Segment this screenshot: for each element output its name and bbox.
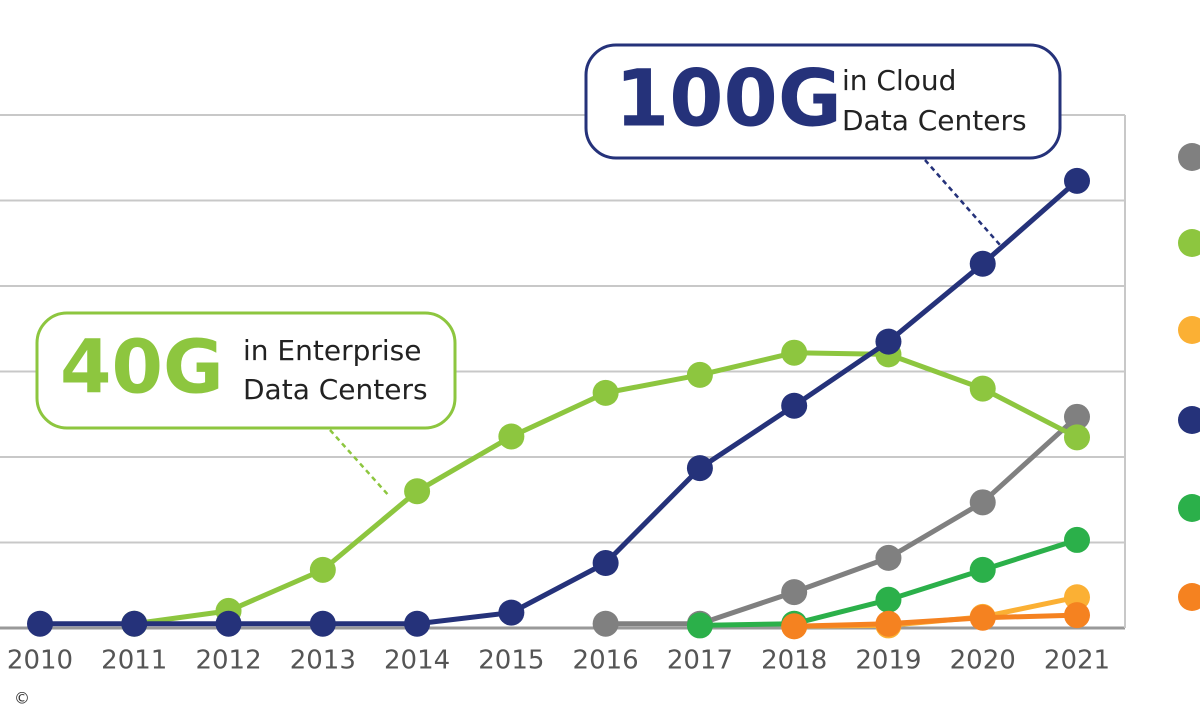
legend-marker bbox=[1178, 316, 1200, 344]
x-tick-label: 2019 bbox=[855, 646, 921, 676]
point bbox=[592, 379, 619, 406]
point bbox=[121, 610, 148, 637]
point bbox=[309, 556, 336, 583]
point bbox=[1064, 424, 1090, 451]
x-tick-label: 2016 bbox=[573, 646, 639, 676]
x-tick-label: 2012 bbox=[195, 646, 261, 676]
legend-marker bbox=[1178, 406, 1200, 434]
point bbox=[404, 478, 431, 505]
point bbox=[1064, 167, 1090, 194]
point bbox=[781, 392, 808, 419]
legend-marker bbox=[1178, 143, 1200, 171]
point bbox=[875, 544, 902, 571]
x-tick-label: 2014 bbox=[384, 646, 450, 676]
series-line bbox=[40, 178, 1079, 627]
callout-small: in Cloud bbox=[842, 64, 956, 97]
point bbox=[215, 610, 242, 637]
point bbox=[686, 612, 713, 639]
legend-marker bbox=[1178, 229, 1200, 257]
point bbox=[1064, 602, 1090, 629]
point bbox=[969, 489, 996, 516]
legend-marker bbox=[1178, 494, 1200, 522]
point bbox=[969, 556, 996, 583]
point bbox=[969, 604, 996, 631]
x-tick-label: 2020 bbox=[950, 646, 1016, 676]
x-tick-label: 2018 bbox=[761, 646, 827, 676]
point bbox=[781, 579, 808, 606]
x-tick-label: 2017 bbox=[667, 646, 733, 676]
point bbox=[1064, 403, 1090, 430]
point bbox=[27, 610, 53, 637]
series-line bbox=[605, 414, 1079, 627]
point bbox=[592, 610, 619, 637]
callout-big: 40G bbox=[60, 325, 224, 411]
x-tick-label: 2021 bbox=[1044, 646, 1110, 676]
point bbox=[875, 586, 902, 613]
callout-small: Data Centers bbox=[243, 373, 428, 406]
point bbox=[781, 613, 808, 640]
x-tick-label: 2011 bbox=[101, 646, 167, 676]
legend-marker bbox=[1178, 583, 1200, 611]
point bbox=[1064, 584, 1090, 611]
point bbox=[686, 361, 713, 388]
callout-big: 100G bbox=[615, 54, 842, 144]
x-tick-label: 2010 bbox=[7, 646, 73, 676]
callout-leader bbox=[329, 429, 391, 498]
point bbox=[498, 599, 525, 626]
callout-small: Data Centers bbox=[842, 104, 1027, 137]
callout-box bbox=[35, 311, 457, 430]
x-tick-label: 2013 bbox=[290, 646, 356, 676]
point bbox=[404, 610, 431, 637]
point bbox=[686, 455, 713, 482]
callout-box bbox=[584, 43, 1062, 160]
copyright: © bbox=[14, 689, 30, 708]
callout-small: in Enterprise bbox=[243, 334, 421, 367]
point bbox=[498, 423, 525, 450]
point bbox=[875, 328, 902, 355]
point bbox=[309, 610, 336, 637]
point bbox=[592, 550, 619, 577]
series-line bbox=[794, 612, 1078, 629]
point bbox=[781, 339, 808, 366]
point bbox=[1064, 526, 1090, 553]
callout-leader bbox=[924, 159, 1001, 246]
point bbox=[969, 375, 996, 402]
point bbox=[969, 250, 996, 277]
x-tick-label: 2015 bbox=[478, 646, 544, 676]
point bbox=[875, 610, 902, 637]
